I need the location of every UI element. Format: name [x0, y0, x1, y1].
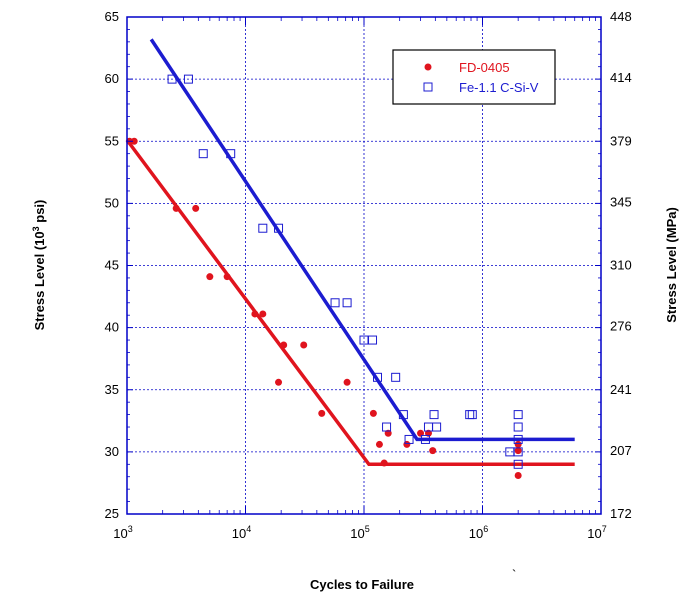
y-tick-label-left: 40: [105, 320, 119, 335]
y-tick-label-right: 207: [610, 443, 632, 458]
data-point-series-1: [513, 422, 523, 432]
x-axis-title: Cycles to Failure: [310, 577, 414, 592]
data-point-series-1: [391, 372, 401, 382]
data-point-series-1: [420, 434, 430, 444]
data-point-series-1: [368, 335, 378, 345]
y-axis-left-title-sup: 3: [31, 226, 41, 231]
data-point-series-1: [183, 74, 193, 84]
y-tick-label-right: 172: [610, 506, 632, 521]
y-tick-label-right: 345: [610, 194, 632, 209]
y-tick-label-left: 65: [105, 9, 119, 24]
legend: FD-0405 Fe-1.1 C-Si-V: [392, 49, 556, 105]
data-point-series-0: [300, 341, 308, 349]
data-point-series-0: [514, 471, 522, 479]
x-tick-label: 104: [232, 524, 251, 541]
stray-mark: `: [512, 567, 516, 582]
data-point-series-1: [167, 74, 177, 84]
y-tick-label-right: 379: [610, 133, 632, 148]
data-point-series-0: [130, 137, 138, 145]
data-point-series-0: [318, 409, 326, 417]
y-tick-label-left: 30: [105, 444, 119, 459]
tick-marks: [126, 16, 602, 515]
data-point-series-0: [514, 447, 522, 455]
tick-labels: 25 30 35 40 45 50 55 60 65 172 207 241 276 310 345 379 4…: [105, 9, 632, 541]
y-tick-label-left: 55: [105, 133, 119, 148]
data-point-series-1: [404, 434, 414, 444]
x-tick-label: 103: [113, 524, 132, 541]
data-point-series-1: [513, 459, 523, 469]
y-tick-label-left: 50: [105, 195, 119, 210]
data-point-series-0: [514, 440, 522, 448]
data-point-series-1: [382, 422, 392, 432]
data-point-series-0: [375, 440, 383, 448]
data-point-series-1: [258, 223, 268, 233]
data-point-series-1: [373, 372, 383, 382]
data-point-series-0: [259, 310, 267, 318]
legend-label-fe11csiv: Fe-1.1 C-Si-V: [459, 80, 539, 95]
data-point-series-0: [429, 447, 437, 455]
y-axis-left-title-main: Stress Level (10: [32, 231, 47, 330]
x-tick-label: 107: [587, 524, 606, 541]
x-tick-label: 106: [469, 524, 488, 541]
legend-box: [392, 49, 556, 105]
x-tick-label: 105: [350, 524, 369, 541]
data-point-series-1: [274, 223, 284, 233]
data-point-series-0: [206, 273, 214, 281]
data-point-series-0: [369, 409, 377, 417]
data-point-series-1: [513, 410, 523, 420]
data-point-series-1: [398, 410, 408, 420]
y-axis-right-title: Stress Level (MPa): [664, 207, 679, 323]
y-axis-left-title: Stress Level (103 psi): [31, 200, 47, 331]
y-tick-label-right: 241: [610, 382, 632, 397]
data-point-series-0: [280, 341, 288, 349]
legend-marker-fe11csiv: [423, 82, 433, 92]
data-point-series-0: [223, 273, 231, 281]
data-point-series-0: [251, 310, 259, 318]
data-point-series-1: [467, 410, 477, 420]
y-tick-label-left: 25: [105, 506, 119, 521]
data-point-series-0: [172, 204, 180, 212]
grid-lines: [127, 17, 601, 514]
data-point-series-1: [198, 149, 208, 159]
data-point-series-0: [275, 378, 283, 386]
data-point-series-1: [226, 149, 236, 159]
y-tick-label-left: 45: [105, 258, 119, 273]
data-point-series-1: [342, 298, 352, 308]
legend-label-fd0405: FD-0405: [459, 60, 510, 75]
data-point-series-1: [429, 410, 439, 420]
data-points: [126, 74, 523, 479]
legend-marker-fd0405: [424, 63, 432, 71]
y-tick-label-left: 60: [105, 71, 119, 86]
data-point-series-1: [432, 422, 442, 432]
data-point-series-1: [513, 447, 523, 457]
data-point-series-0: [343, 378, 351, 386]
y-axis-left-title-suffix: psi): [32, 200, 47, 227]
y-tick-label-right: 310: [610, 258, 632, 273]
data-point-series-1: [330, 298, 340, 308]
y-tick-label-right: 276: [610, 319, 632, 334]
data-point-series-0: [192, 204, 200, 212]
y-tick-label-left: 35: [105, 382, 119, 397]
data-point-series-0: [380, 459, 388, 467]
data-point-series-1: [513, 434, 523, 444]
data-point-series-1: [465, 410, 475, 420]
y-tick-label-right: 414: [610, 70, 632, 85]
data-point-series-1: [359, 335, 369, 345]
fit-line-series-0: [125, 138, 575, 467]
y-tick-label-right: 448: [610, 9, 632, 24]
data-point-series-0: [403, 440, 411, 448]
